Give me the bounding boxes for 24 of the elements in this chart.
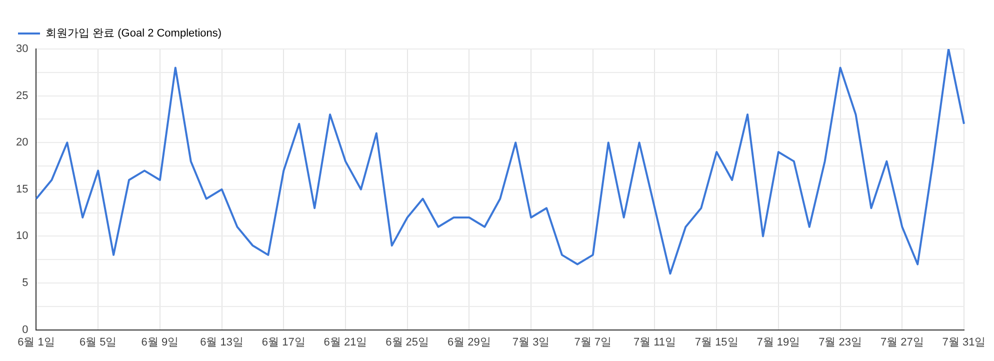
y-tick-label: 20 bbox=[16, 136, 28, 149]
x-tick-label: 7월 27일 bbox=[880, 336, 924, 348]
legend-label: 회원가입 완료 (Goal 2 Completions) bbox=[46, 28, 222, 40]
y-tick-label: 0 bbox=[22, 324, 28, 336]
x-tick-label: 6월 5일 bbox=[79, 336, 117, 348]
y-tick-label: 5 bbox=[22, 277, 28, 290]
x-tick-label: 7월 31일 bbox=[942, 336, 986, 348]
x-tick-label: 6월 21일 bbox=[324, 336, 368, 348]
x-tick-label: 7월 23일 bbox=[818, 336, 862, 348]
x-tick-label: 7월 3일 bbox=[512, 336, 550, 348]
x-tick-label: 6월 29일 bbox=[447, 336, 491, 348]
x-tick-label: 6월 13일 bbox=[200, 336, 244, 348]
x-tick-label: 7월 11일 bbox=[633, 336, 676, 348]
x-tick-label: 6월 1일 bbox=[18, 336, 55, 348]
y-tick-label: 25 bbox=[16, 90, 28, 102]
y-tick-label: 30 bbox=[16, 43, 28, 56]
x-tick-label: 7월 15일 bbox=[694, 336, 738, 348]
y-tick-label: 15 bbox=[16, 183, 28, 196]
x-tick-label: 6월 25일 bbox=[386, 336, 430, 348]
y-tick-label: 10 bbox=[16, 230, 28, 242]
x-tick-label: 6월 17일 bbox=[262, 336, 306, 348]
x-tick-label: 7월 19일 bbox=[756, 336, 800, 348]
x-tick-label: 6월 9일 bbox=[141, 336, 179, 348]
x-tick-label: 7월 7일 bbox=[574, 336, 612, 348]
